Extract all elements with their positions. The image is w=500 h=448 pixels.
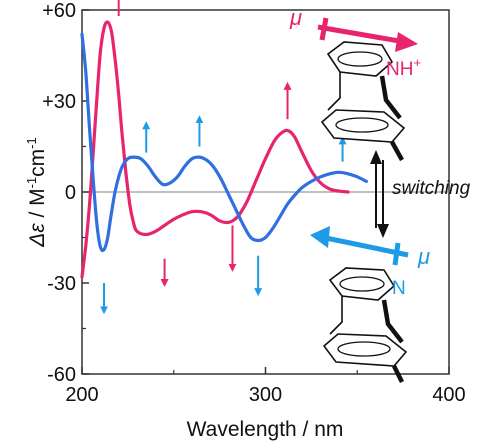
x-axis-ticks: 200 300 400 [65, 367, 466, 406]
molecule-protonated: μ NH+ [289, 5, 421, 162]
y-axis-unit-cm: cm [26, 149, 49, 177]
nh-text: NH [386, 59, 413, 80]
y-tick-label-2: 0 [65, 182, 76, 204]
switching-arrows: switching [370, 150, 471, 238]
x-tick-label-2: 400 [432, 384, 465, 406]
mu-label-top: μ [289, 5, 302, 30]
x-tick-label-0: 200 [65, 384, 98, 406]
series-line-neutral [80, 32, 368, 253]
y-axis-symbol: Δε [26, 223, 49, 248]
change-arrows [100, 0, 347, 315]
bridge-right-top [379, 75, 402, 120]
dipole-arrow-top [317, 24, 406, 45]
bridge-left-bottom [329, 296, 343, 335]
dipole-arrowhead-bottom [310, 226, 330, 248]
upper-deck-aromatic [337, 51, 383, 67]
series-layer [80, 20, 368, 279]
lower-bridge-bold-top [390, 140, 404, 162]
dipole-crossbar-bottom [392, 242, 401, 266]
switching-label: switching [392, 178, 471, 199]
dipole-crossbar-top [319, 17, 329, 41]
y-axis-ticks: +60 +30 0 -30 -60 [42, 0, 89, 386]
x-tick-label-1: 300 [249, 384, 282, 406]
molecule-neutral: μ N [310, 226, 430, 384]
lower-deck-aromatic [335, 117, 389, 133]
switch-arrowhead-down [377, 224, 389, 238]
nh-label: NH+ [386, 55, 421, 80]
mu-label-bottom: μ [417, 244, 430, 269]
x-axis-title: Wavelength / nm [187, 418, 344, 441]
n-label: N [392, 278, 406, 299]
y-axis-exp1: -1 [24, 177, 39, 189]
y-axis-exp2: -1 [24, 137, 39, 149]
series-line-protonated [80, 20, 350, 279]
lower-deck-ring-b [322, 333, 408, 367]
y-tick-label-0: +60 [42, 0, 76, 22]
nh-charge: + [413, 55, 421, 70]
y-axis-title: Δε / M-1cm-1 [24, 137, 49, 247]
y-tick-label-1: +30 [42, 91, 76, 113]
bridge-right-bottom [381, 299, 404, 344]
y-axis-unit: / M [26, 188, 49, 223]
y-tick-label-3: -30 [47, 273, 76, 295]
y-tick-label-4: -60 [47, 364, 76, 386]
lower-bridge-bold-bottom [391, 364, 405, 384]
dipole-arrowhead-top [395, 32, 418, 52]
switch-arrowhead-up [370, 150, 382, 164]
lower-deck-aromatic-b [337, 341, 391, 357]
lower-deck-ring [320, 109, 406, 143]
upper-deck-aromatic-b [339, 276, 385, 292]
bridge-left-top [327, 72, 341, 111]
